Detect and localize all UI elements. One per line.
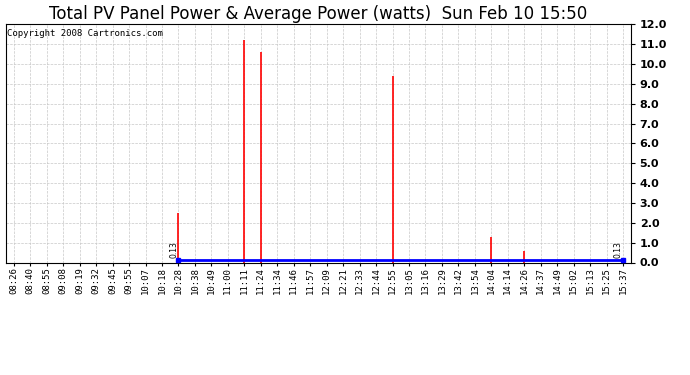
Text: 0.13: 0.13 (169, 242, 178, 258)
Title: Total PV Panel Power & Average Power (watts)  Sun Feb 10 15:50: Total PV Panel Power & Average Power (wa… (49, 5, 588, 23)
Text: 0.13: 0.13 (613, 242, 622, 258)
Text: Copyright 2008 Cartronics.com: Copyright 2008 Cartronics.com (7, 29, 163, 38)
